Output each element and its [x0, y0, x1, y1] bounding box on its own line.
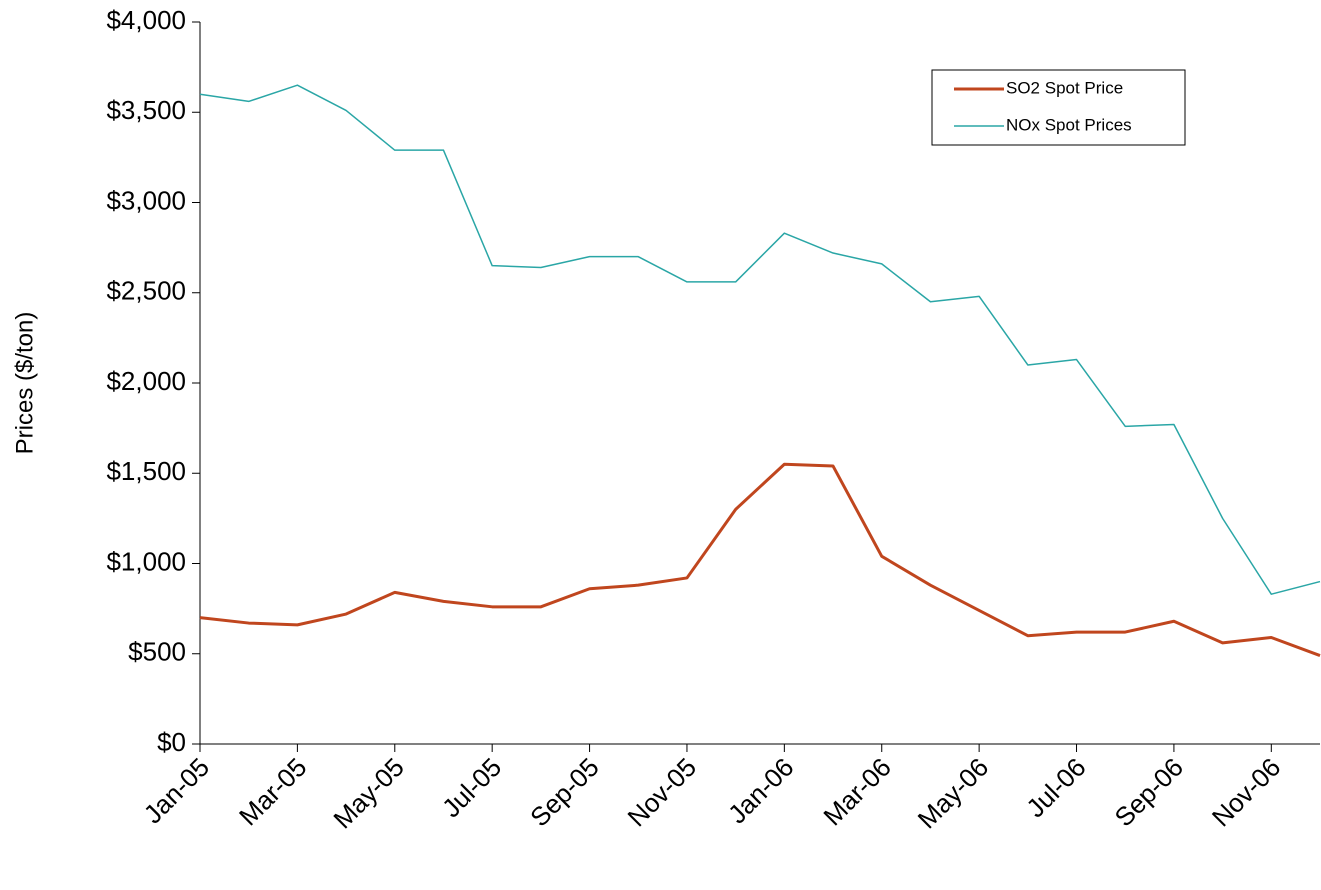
series-line	[199, 462, 1321, 657]
y-tick-label: $4,000	[106, 5, 186, 35]
x-tick-label: Jan-05	[138, 752, 215, 829]
x-tick-label: May-06	[912, 752, 995, 835]
x-tick-label: Jul-06	[1020, 752, 1091, 823]
legend-label: SO2 Spot Price	[1006, 78, 1123, 97]
y-tick-label: $3,500	[106, 95, 186, 125]
y-tick-label: $1,000	[106, 546, 186, 576]
x-tick-label: Mar-05	[233, 752, 312, 831]
x-tick-label: Nov-06	[1206, 752, 1286, 832]
x-tick-label: Sep-05	[524, 752, 604, 832]
y-tick-label: $2,500	[106, 276, 186, 306]
y-tick-label: $1,500	[106, 456, 186, 486]
y-tick-label: $0	[157, 727, 186, 757]
x-tick-label: Nov-05	[622, 752, 702, 832]
y-axis-label: Prices ($/ton)	[11, 312, 38, 455]
legend-box	[931, 69, 1186, 146]
x-tick-label: Jan-06	[722, 752, 799, 829]
x-tick-label: May-05	[327, 752, 410, 835]
series-line	[199, 84, 1321, 595]
legend-label: NOx Spot Prices	[1006, 115, 1132, 134]
y-tick-label: $500	[128, 637, 186, 667]
x-tick-label: Mar-06	[817, 752, 896, 831]
y-tick-label: $2,000	[106, 366, 186, 396]
x-tick-label: Jul-05	[436, 752, 507, 823]
x-tick-label: Sep-06	[1109, 752, 1189, 832]
legend: SO2 Spot Price NOx Spot Prices	[931, 69, 1186, 146]
y-tick-label: $3,000	[106, 185, 186, 215]
